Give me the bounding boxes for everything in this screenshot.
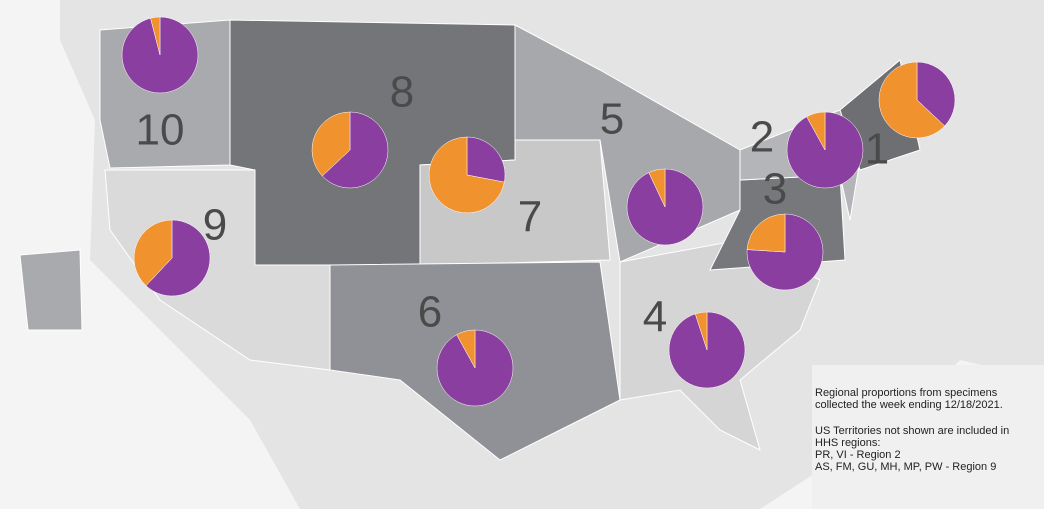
region-label: 9 [203,201,227,250]
note-line: US Territories not shown are included in [815,425,1009,437]
pie-wedge-purple [321,111,389,189]
region-label: 4 [643,293,667,342]
note-line: collected the week ending 12/18/2021. [815,399,1003,411]
alaska-area [19,249,83,331]
pie-wedge-orange [746,213,786,253]
region-label: 5 [600,95,624,144]
pie-wedge-orange [428,136,505,214]
note-line: AS, FM, GU, MH, MP, PW - Region 9 [815,461,996,473]
note-line: Regional proportions from specimens [815,387,998,399]
region-label: 1 [865,125,889,174]
pie-wedge-orange [878,61,946,139]
region-label: 10 [136,106,185,155]
region-label: 2 [750,113,774,162]
pie-wedge-purple [916,61,956,127]
pie-wedge-orange [133,219,173,287]
region-label: 7 [518,193,542,242]
overlay: 10 8 7 9 5 2 1 3 4 6 Regional proportions from spe… [121,16,1009,473]
region-label: 6 [418,288,442,337]
pie-wedge-orange [694,311,708,351]
region-label: 3 [763,165,787,214]
note-line: PR, VI - Region 2 [815,449,901,461]
pie-wedge-purple [145,219,211,297]
note-line: HHS regions: [815,437,880,449]
pie-wedge-orange [150,16,161,56]
pie-wedge-orange [806,111,826,151]
pie-wedge-orange [648,168,666,208]
pie-wedge-orange [311,111,351,177]
pie-wedge-orange [456,329,476,369]
pie-wedge-purple [466,136,506,183]
region-label: 8 [390,68,414,117]
note-box [812,365,1044,509]
